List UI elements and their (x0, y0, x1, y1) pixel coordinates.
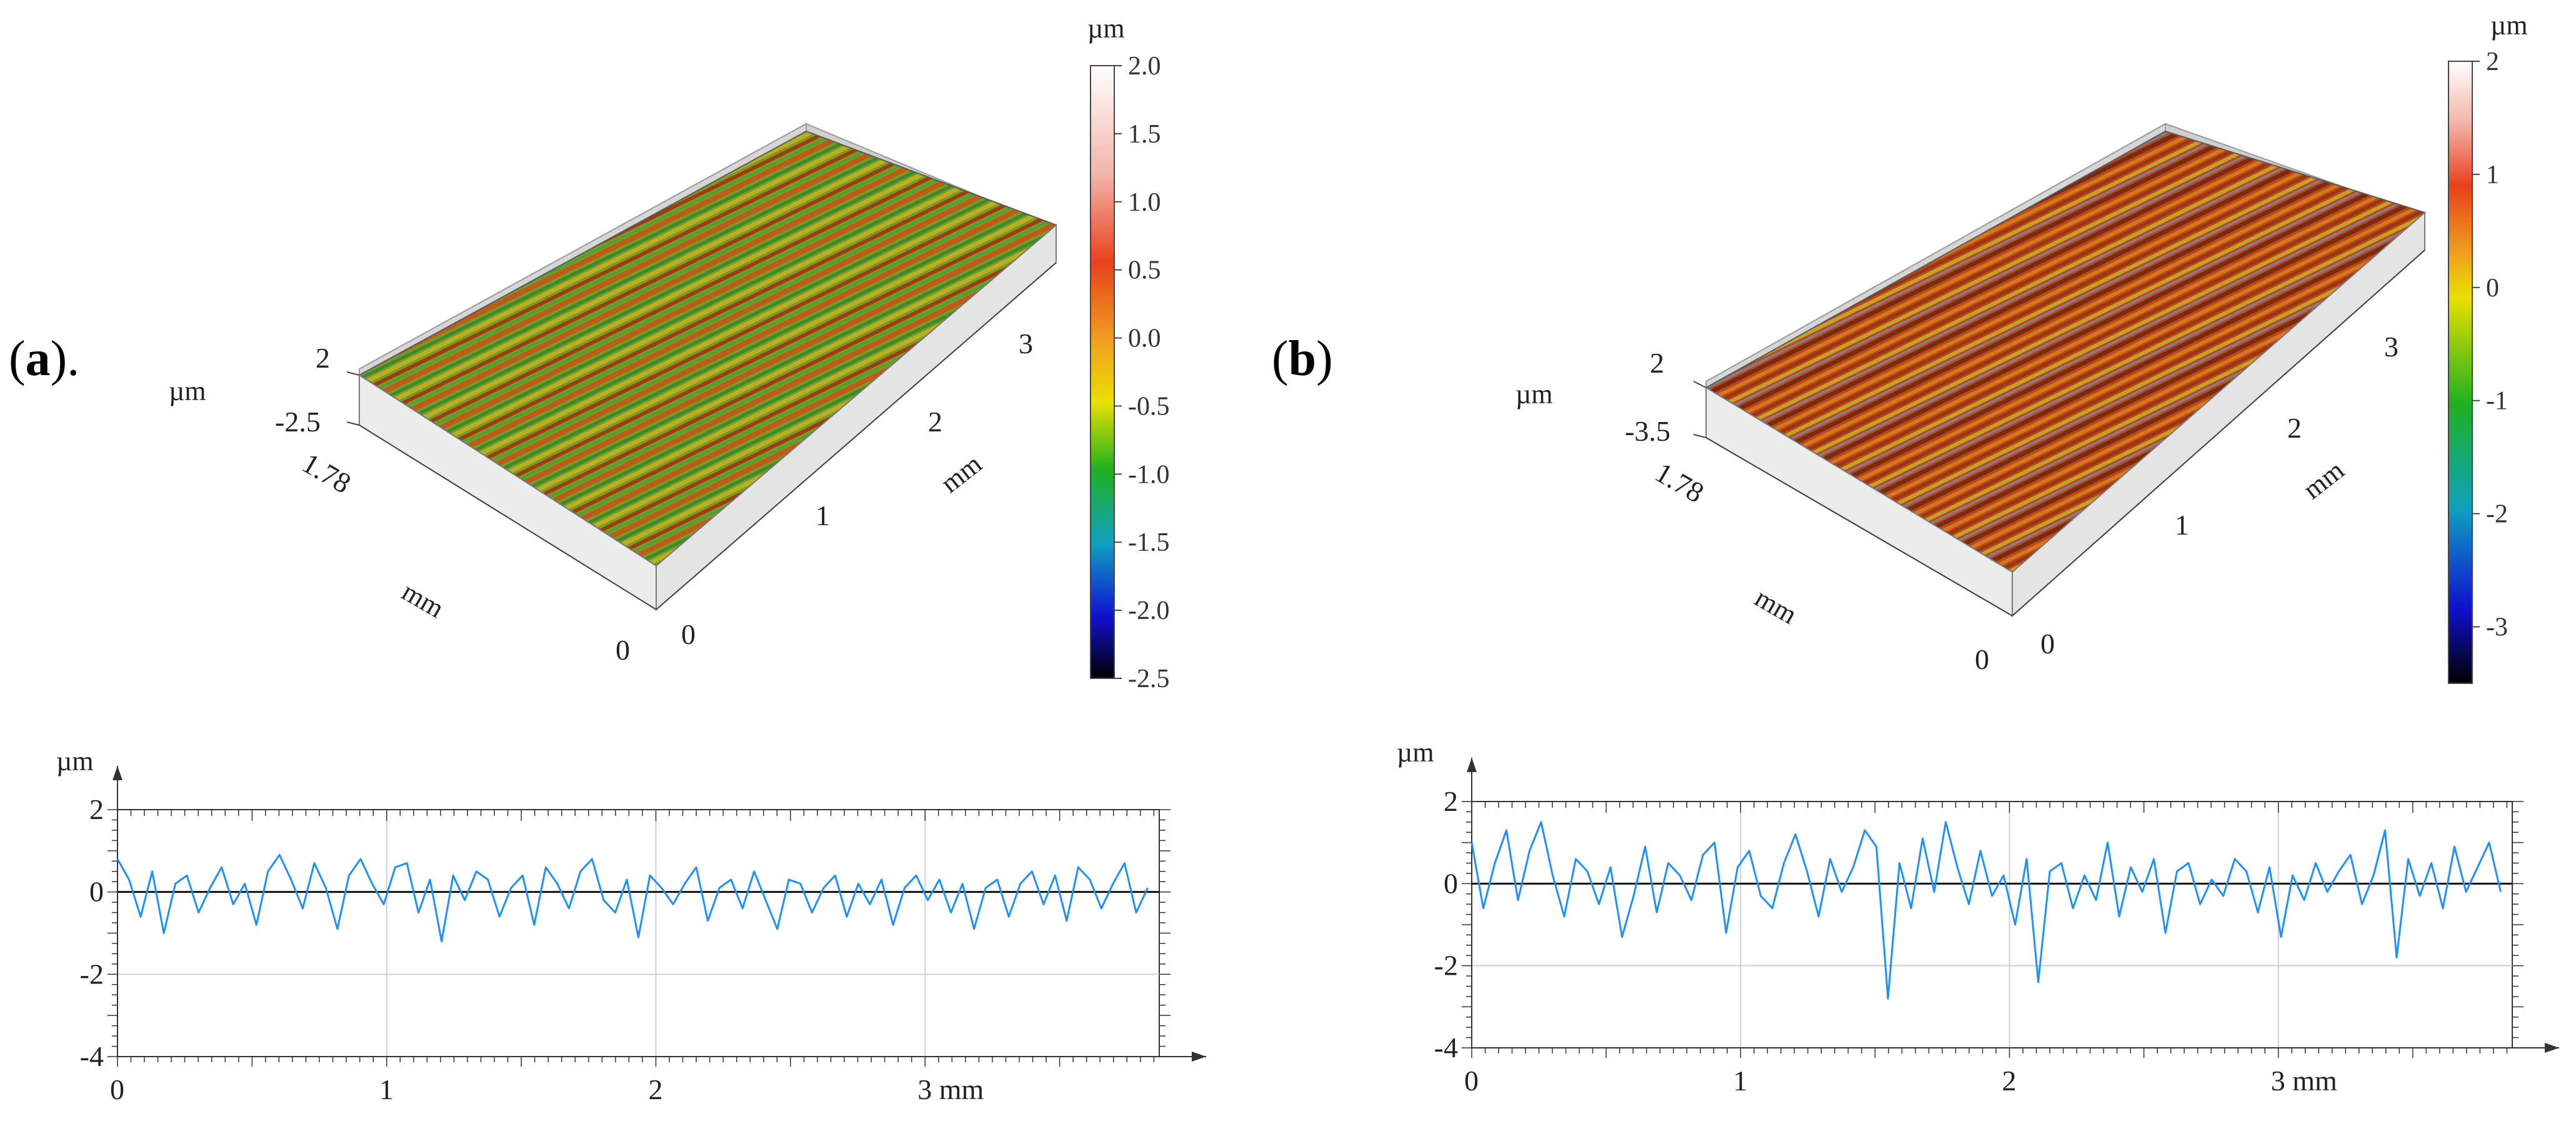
colorbar-a-tick-label: 1.5 (1128, 120, 1161, 149)
profile-b-ylabel: µm (1397, 737, 1434, 768)
profile-b-x-tick-label: 3 mm (2271, 1065, 2337, 1097)
surface-top-b (1705, 130, 2427, 573)
profile-b-x-arrow (2545, 1043, 2559, 1053)
panel-b: (b) 2 µm -3.5 1.78 mm 0 0 1 2 3 mm µm (1272, 10, 2559, 1097)
profile-chart-b: µm 0 1 2 3 mm 2 0 -2 -4 (1397, 737, 2559, 1097)
profile-a-series-line (116, 853, 1149, 943)
profile-b-x-tick-label: 2 (2002, 1065, 2016, 1097)
surface-a-z-top: 2 (316, 342, 330, 374)
surface-b-y-zero: 0 (1975, 643, 1989, 675)
colorbar-a-tick-label: -1.5 (1128, 528, 1170, 557)
colorbar-a-tick-label: -2.0 (1128, 596, 1170, 625)
surface-b-x-unit: mm (2297, 455, 2350, 505)
profile-b-frame (1471, 801, 2513, 1048)
surface-a-x-tick-3: 3 (1019, 328, 1033, 359)
profile-a-y-arrow (112, 766, 122, 780)
colorbar-a-tick-label: -2.5 (1128, 665, 1170, 693)
profile-b-y-tick-label: 0 (1444, 867, 1458, 899)
profile-b-series-line (1470, 821, 2502, 1000)
colorbar-a-tick-label: 1.0 (1128, 188, 1161, 217)
profile-b-y-tick-label: 2 (1444, 785, 1458, 817)
surface-b-z-bottom: -3.5 (1625, 415, 1670, 447)
surface-b-z-top: 2 (1650, 347, 1664, 379)
surface-b-x-tick-1: 1 (2175, 509, 2189, 541)
colorbar-b-tick-label: -2 (2486, 500, 2508, 529)
colorbar-b-tick-label: 2 (2486, 48, 2499, 76)
surface-a-z-unit: µm (169, 376, 206, 406)
colorbar-b-tick-label: -1 (2486, 387, 2508, 416)
profile-b-x-tick-label: 1 (1733, 1065, 1747, 1097)
surface-a-x-tick-2: 2 (928, 406, 942, 438)
profile-a-ylabel: µm (56, 746, 94, 777)
profile-b-y-tick-label: -4 (1434, 1032, 1458, 1063)
profile-b-y-arrow (1467, 758, 1477, 772)
profile-a-x-tick-label: 3 mm (917, 1073, 984, 1105)
colorbar-a-unit: µm (1087, 13, 1125, 44)
colorbar-b-tick-label: 1 (2486, 161, 2499, 189)
panel-a: (a). 2 µm -2.5 1.78 mm 0 0 1 2 3 mm µm (9, 13, 1206, 1105)
panel-a-label: (a). (9, 331, 79, 386)
profile-b-y-tick-label: -2 (1434, 950, 1458, 982)
surface-a-x-zero: 0 (681, 618, 696, 650)
colorbar-a-gradient (1090, 65, 1115, 679)
surface-3d-b: 2 µm -3.5 1.78 mm 0 0 1 2 3 mm (1515, 123, 2427, 675)
surface-a-x-tick-1: 1 (816, 500, 830, 531)
surface-3d-a: 2 µm -2.5 1.78 mm 0 0 1 2 3 mm (169, 123, 1057, 666)
surface-b-y-unit: mm (1750, 582, 1802, 630)
profile-a-y-tick-label: 2 (89, 793, 104, 825)
profile-a-x-arrow (1192, 1052, 1206, 1062)
surface-a-z-bottom: -2.5 (275, 406, 321, 438)
surface-a-y-zero: 0 (616, 634, 630, 666)
surface-b-y-max: 1.78 (1650, 456, 1709, 508)
colorbar-a-tick-label: -1.0 (1128, 460, 1170, 489)
colorbar-b-unit: µm (2490, 10, 2528, 41)
surface-a-y-max: 1.78 (297, 446, 356, 499)
colorbar-b: µm 2 1 0 -1 -2 -3 (2448, 10, 2528, 684)
surface-a-y-unit: mm (397, 576, 449, 624)
profile-b-x-tick-label: 0 (1464, 1065, 1479, 1097)
profile-a-x-tick-label: 0 (110, 1073, 124, 1105)
colorbar-a-tick-label: 0.5 (1128, 256, 1161, 285)
profile-a-y-tick-label: -4 (80, 1040, 104, 1072)
surface-a-x-unit: mm (935, 448, 987, 499)
colorbar-a-tick-label: 2.0 (1128, 52, 1161, 81)
surface-b-x-tick-2: 2 (2287, 412, 2302, 444)
colorbar-b-gradient (2448, 61, 2473, 684)
profile-a-y-tick-label: -2 (80, 958, 104, 990)
colorbar-b-tick-label: 0 (2486, 274, 2499, 303)
colorbar-a: µm 2.0 1.5 1.0 0.5 0.0 -0.5 -1.0 -1.5 -2.0 -2.5 (1087, 13, 1170, 693)
surface-b-x-zero: 0 (2040, 628, 2055, 660)
profile-a-y-tick-label: 0 (89, 876, 104, 908)
profile-a-x-tick-label: 1 (379, 1073, 394, 1105)
colorbar-a-tick-label: -0.5 (1128, 392, 1170, 421)
panel-b-label: (b) (1272, 331, 1333, 386)
surface-b-x-tick-3: 3 (2384, 331, 2399, 363)
profile-chart-a: µm 0 1 2 3 mm 2 0 -2 -4 (56, 746, 1206, 1105)
surface-b-z-unit: µm (1515, 379, 1553, 410)
colorbar-b-tick-label: -3 (2486, 613, 2508, 642)
colorbar-a-tick-label: 0.0 (1128, 324, 1161, 353)
profile-a-x-tick-label: 2 (648, 1073, 662, 1105)
